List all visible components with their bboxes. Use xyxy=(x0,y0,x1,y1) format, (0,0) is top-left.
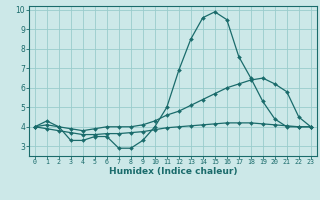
X-axis label: Humidex (Indice chaleur): Humidex (Indice chaleur) xyxy=(108,167,237,176)
